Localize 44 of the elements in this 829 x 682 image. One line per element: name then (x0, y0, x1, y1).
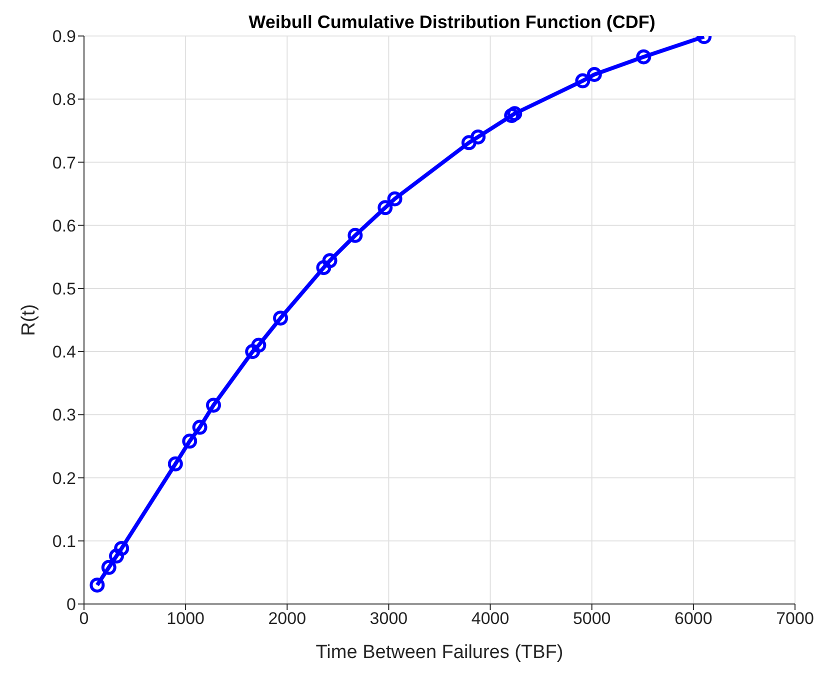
x-tick-label: 4000 (471, 609, 510, 628)
x-tick-label: 7000 (776, 609, 814, 628)
point (101, 560, 116, 575)
point (504, 108, 520, 124)
point (245, 344, 260, 360)
y-tick-label: 0.6 (52, 216, 76, 236)
point (348, 228, 363, 243)
point (507, 106, 522, 122)
point (378, 200, 393, 216)
x-tick-label: 5000 (572, 609, 611, 628)
y-tick-label: 0.5 (52, 279, 76, 298)
x-tick-label: 1000 (166, 609, 204, 628)
point (251, 338, 266, 353)
point (575, 73, 590, 88)
y-tick-label: 0.4 (52, 342, 76, 362)
point (316, 260, 332, 276)
x-tick-label: 3000 (370, 609, 408, 628)
y-tick-label: 0.1 (52, 532, 76, 551)
y-tick-label: 0.2 (52, 468, 76, 488)
x-tick-label: 0 (79, 609, 89, 628)
point (206, 398, 222, 413)
x-axis-title: Time Between Failures (TBF) (316, 642, 564, 663)
point (273, 310, 288, 326)
y-tick-label: 0.8 (52, 90, 76, 110)
chart-title: Weibull Cumulative Distribution Function (CDF) (248, 12, 656, 33)
x-tick-label: 2000 (268, 609, 306, 628)
point (636, 49, 652, 64)
y-axis-title: R(t) (18, 304, 40, 336)
point (387, 191, 402, 206)
y-tick-label: 0.9 (52, 27, 76, 46)
point (182, 434, 198, 449)
point (90, 578, 105, 593)
y-tick-label: 0 (66, 595, 76, 614)
point (109, 548, 124, 564)
point (586, 67, 602, 82)
y-tick-label: 0.3 (52, 406, 76, 425)
point (192, 420, 208, 435)
point (168, 456, 183, 472)
x-tick-label: 6000 (674, 609, 712, 628)
point (322, 253, 338, 268)
point (470, 129, 486, 144)
y-tick-label: 0.7 (52, 153, 76, 172)
point (114, 540, 130, 556)
point (461, 135, 476, 150)
